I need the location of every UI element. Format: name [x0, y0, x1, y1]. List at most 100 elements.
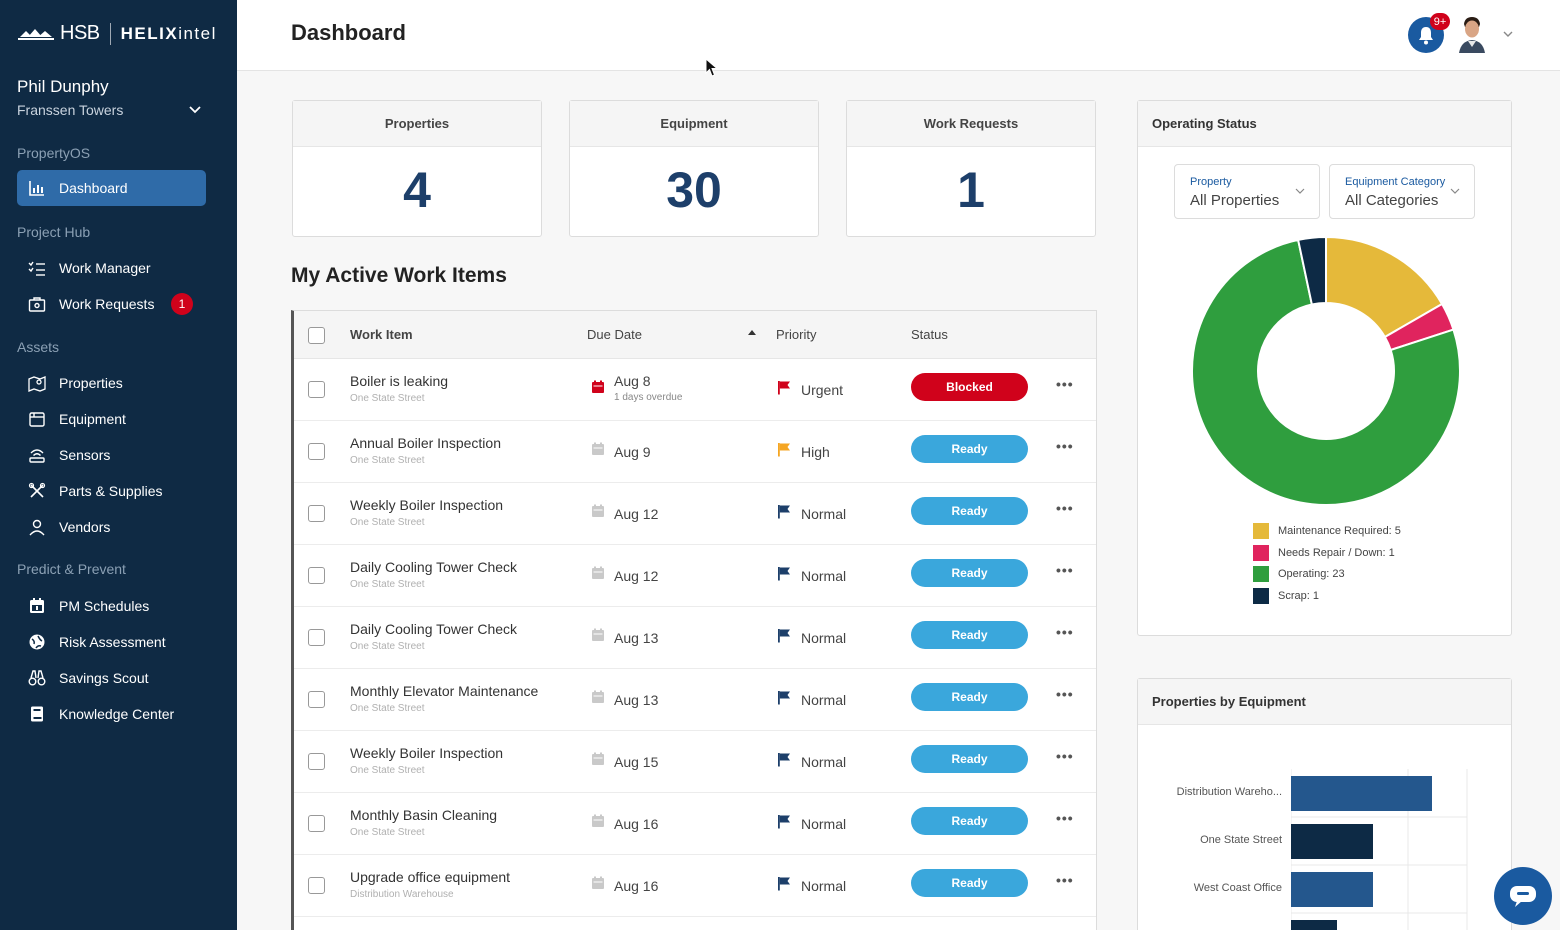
nav-equipment[interactable]: Equipment [17, 401, 206, 437]
status-badge[interactable]: Ready [911, 559, 1028, 587]
globe-risk-icon [29, 634, 45, 650]
row-checkbox[interactable] [308, 877, 325, 894]
work-items-table: Work Item Due Date Priority Status Boile… [291, 310, 1097, 930]
nav-properties[interactable]: Properties [17, 365, 206, 401]
bar[interactable] [1291, 872, 1373, 907]
priority-label: Normal [801, 568, 847, 584]
row-checkbox[interactable] [308, 753, 325, 770]
sort-ascending-icon[interactable] [747, 328, 757, 336]
status-badge[interactable]: Ready [911, 435, 1028, 463]
status-badge[interactable]: Ready [911, 621, 1028, 649]
table-row[interactable]: Upgrade office equipment Distribution War… [294, 855, 1096, 917]
legend-label: Scrap: 1 [1278, 589, 1319, 602]
nav-risk-assessment[interactable]: Risk Assessment [17, 624, 206, 660]
nav-pm-schedules[interactable]: PM Schedules [17, 588, 206, 624]
donut-slice[interactable] [1296, 235, 1327, 306]
stat-card-properties[interactable]: Properties 4 [292, 100, 542, 237]
equipment-category-filter-select[interactable]: Equipment Category All Categories [1329, 164, 1475, 219]
calendar-icon [592, 566, 604, 579]
status-badge[interactable]: Ready [911, 745, 1028, 773]
row-actions-more-icon[interactable]: ••• [1056, 562, 1074, 578]
nav-parts-supplies[interactable]: Parts & Supplies [17, 473, 206, 509]
row-checkbox[interactable] [308, 505, 325, 522]
table-row[interactable]: Daily Cooling Tower Check One State Stree… [294, 607, 1096, 669]
nav-sensors[interactable]: Sensors [17, 437, 206, 473]
nav-work-requests[interactable]: Work Requests 1 [17, 286, 206, 322]
column-header-priority[interactable]: Priority [776, 327, 817, 342]
row-actions-more-icon[interactable]: ••• [1056, 872, 1074, 888]
work-item-title[interactable]: Monthly Basin Cleaning [350, 807, 498, 823]
priority-label: Normal [801, 878, 847, 894]
row-checkbox[interactable] [308, 629, 325, 646]
work-item-title[interactable]: Weekly Boiler Inspection [350, 745, 504, 761]
account-menu-chevron-down-icon[interactable] [1502, 29, 1514, 39]
priority-label: Normal [801, 506, 847, 522]
bar[interactable] [1291, 776, 1432, 811]
status-badge[interactable]: Ready [911, 683, 1028, 711]
work-item-title[interactable]: Daily Cooling Tower Check [350, 621, 518, 637]
bar[interactable] [1291, 824, 1373, 859]
status-badge[interactable]: Ready [911, 497, 1028, 525]
row-checkbox[interactable] [308, 815, 325, 832]
nav-knowledge-center[interactable]: Knowledge Center [17, 696, 206, 732]
nav-dashboard[interactable]: Dashboard [17, 170, 206, 206]
table-row[interactable]: Monthly Elevator Maintenance One State St… [294, 669, 1096, 731]
stat-card-equipment[interactable]: Equipment 30 [569, 100, 819, 237]
calendar-icon [592, 876, 604, 889]
row-actions-more-icon[interactable]: ••• [1056, 748, 1074, 764]
bar-label: West Coast Office [1193, 882, 1282, 894]
property-filter-value: All Properties [1190, 192, 1280, 209]
column-header-status[interactable]: Status [911, 327, 948, 342]
work-item-location: One State Street [350, 703, 425, 714]
work-item-title[interactable]: Annual Boiler Inspection [350, 435, 501, 451]
work-item-title[interactable]: Upgrade office equipment [350, 869, 511, 885]
legend-swatch [1253, 587, 1269, 604]
row-actions-more-icon[interactable]: ••• [1056, 624, 1074, 640]
table-row[interactable]: Boiler is leaking One State Street Aug 8 1 … [294, 359, 1096, 421]
status-badge[interactable]: Blocked [911, 373, 1028, 401]
table-row[interactable]: Weekly Boiler Inspection One State Street… [294, 731, 1096, 793]
tools-icon [28, 482, 46, 498]
legend-item[interactable]: Maintenance Required: 5 [1253, 523, 1401, 539]
row-checkbox[interactable] [308, 567, 325, 584]
row-checkbox[interactable] [308, 691, 325, 708]
work-item-title[interactable]: Boiler is leaking [350, 373, 449, 389]
status-badge[interactable]: Ready [911, 807, 1028, 835]
nav-vendors[interactable]: Vendors [17, 509, 206, 545]
row-checkbox[interactable] [308, 443, 325, 460]
table-row[interactable]: Annual Boiler Inspection One State Street… [294, 421, 1096, 483]
legend-item[interactable]: Needs Repair / Down: 1 [1253, 544, 1395, 561]
avatar[interactable] [1457, 15, 1487, 53]
row-actions-more-icon[interactable]: ••• [1056, 500, 1074, 516]
donut-slice[interactable] [1191, 238, 1461, 506]
table-row[interactable]: Monthly Basin Cleaning One State Street Au… [294, 793, 1096, 855]
legend-item[interactable]: Scrap: 1 [1253, 587, 1319, 604]
row-actions-more-icon[interactable]: ••• [1056, 376, 1074, 392]
legend-item[interactable]: Operating: 23 [1253, 566, 1345, 582]
bar[interactable] [1291, 920, 1337, 930]
work-item-title[interactable]: Daily Cooling Tower Check [350, 559, 518, 575]
column-header-work-item[interactable]: Work Item [350, 327, 413, 342]
property-filter-select[interactable]: Property All Properties [1174, 164, 1320, 219]
user-icon [29, 519, 45, 536]
work-item-title[interactable]: Weekly Boiler Inspection [350, 497, 504, 513]
org-switcher-chevron-down-icon[interactable] [187, 101, 203, 117]
table-row[interactable]: Daily Cooling Tower Check One State Stree… [294, 545, 1096, 607]
brand-logo[interactable]: HSB HELIX intel [18, 22, 217, 45]
nav-savings-scout[interactable]: Savings Scout [17, 660, 206, 696]
nav-sensors-label: Sensors [59, 447, 111, 463]
stat-card-label: Properties [293, 101, 541, 147]
nav-work-manager[interactable]: Work Manager [17, 250, 206, 286]
row-actions-more-icon[interactable]: ••• [1056, 810, 1074, 826]
row-checkbox[interactable] [308, 381, 325, 398]
chat-button[interactable] [1494, 867, 1552, 925]
status-badge[interactable]: Ready [911, 869, 1028, 897]
row-actions-more-icon[interactable]: ••• [1056, 686, 1074, 702]
stat-card-work-requests[interactable]: Work Requests 1 [846, 100, 1096, 237]
work-item-title[interactable]: Monthly Elevator Maintenance [350, 683, 539, 699]
row-actions-more-icon[interactable]: ••• [1056, 438, 1074, 454]
select-all-checkbox[interactable] [308, 327, 325, 344]
column-header-due-date[interactable]: Due Date [587, 327, 642, 342]
table-row[interactable]: Weekly Boiler Inspection One State Street… [294, 483, 1096, 545]
section-project-hub: Project Hub [17, 224, 91, 240]
